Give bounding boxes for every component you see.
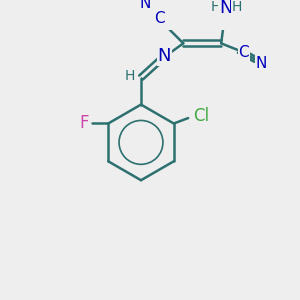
Text: H: H <box>231 0 242 14</box>
Text: N: N <box>219 0 232 17</box>
Text: N: N <box>158 47 171 65</box>
Text: N: N <box>140 0 151 11</box>
Text: H: H <box>211 0 221 14</box>
Text: C: C <box>154 11 165 26</box>
Text: C: C <box>238 45 249 60</box>
Text: F: F <box>79 115 89 133</box>
Text: H: H <box>125 69 135 83</box>
Text: N: N <box>256 56 267 71</box>
Text: Cl: Cl <box>193 107 209 125</box>
